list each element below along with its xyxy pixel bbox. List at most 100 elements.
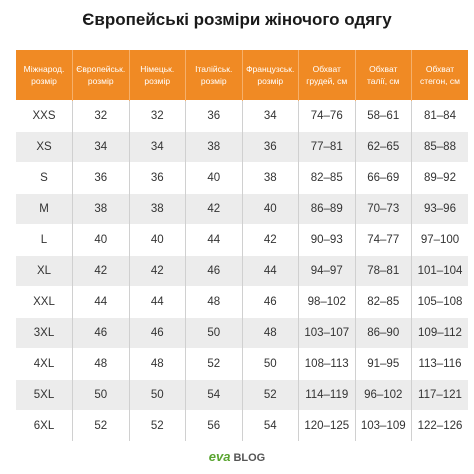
table-cell: XXS: [16, 100, 73, 132]
table-cell: 81–84: [411, 100, 468, 132]
table-cell: XL: [16, 255, 73, 287]
table-cell: 4XL: [16, 348, 73, 380]
table-row: XL 42 42 46 44 94–97 78–81 101–104: [16, 255, 468, 287]
column-header: Обхват талії, см: [354, 50, 412, 101]
table-row: 4XL 48 48 52 50 108–113 91–95 113–116: [16, 348, 468, 380]
table-cell: 52: [72, 410, 129, 441]
table-cell: XS: [16, 131, 73, 163]
table-cell: 82–85: [298, 162, 355, 194]
table-cell: 42: [185, 193, 242, 225]
table-cell: 48: [128, 348, 186, 380]
header-line: Обхват: [312, 64, 341, 74]
column-header: Італійськ. розмір: [185, 50, 242, 101]
header-line: талії, см: [366, 76, 400, 86]
table-cell: 105–108: [411, 286, 468, 318]
header-line: розмір: [87, 76, 114, 86]
table-cell: 50: [72, 379, 129, 411]
table-cell: 122–126: [411, 410, 468, 441]
table-cell: 52: [241, 379, 299, 411]
header-line: Французськ.: [246, 64, 295, 74]
footer: eva BLOG: [0, 449, 474, 464]
table-cell: 56: [185, 410, 242, 441]
table-cell: S: [16, 162, 73, 194]
table-row: 3XL 46 46 50 48 103–107 86–90 109–112: [16, 317, 468, 349]
brand: eva: [208, 449, 231, 464]
table-cell: 34: [72, 131, 129, 163]
table-cell: 40: [128, 224, 186, 256]
section: BLOG: [233, 452, 266, 464]
table-cell: M: [16, 193, 73, 225]
table-cell: 36: [241, 131, 299, 163]
header-line: Обхват: [425, 64, 455, 74]
table-cell: 40: [72, 224, 129, 256]
header-line: стегон, см: [420, 76, 460, 86]
table-cell: 54: [241, 410, 299, 441]
table-cell: 109–112: [411, 317, 468, 349]
table-cell: 42: [128, 255, 186, 287]
column-header: Обхват стегон, см: [411, 50, 468, 101]
table-row: XXS 32 32 36 34 74–76 58–61 81–84: [16, 100, 468, 132]
header-line: грудей, см: [306, 76, 348, 86]
table-cell: 66–69: [354, 162, 412, 194]
table-cell: 89–92: [411, 162, 468, 194]
header-line: розмір: [200, 76, 227, 86]
column-header: Німецьк. розмір: [128, 50, 186, 101]
table-row: S 36 36 40 38 82–85 66–69 89–92: [16, 162, 468, 194]
table-cell: 38: [128, 193, 186, 225]
header-line: Міжнарод.: [23, 64, 65, 74]
table-cell: 120–125: [298, 410, 355, 441]
table-row: XXL 44 44 48 46 98–102 82–85 105–108: [16, 286, 468, 318]
table-cell: 42: [241, 224, 299, 256]
header-line: Обхват: [369, 64, 398, 74]
table-cell: 50: [241, 348, 299, 380]
table-cell: 91–95: [354, 348, 412, 380]
table-cell: 44: [241, 255, 299, 287]
table-cell: 48: [185, 286, 242, 318]
table-row: XS 34 34 38 36 77–81 62–65 85–88: [16, 131, 468, 163]
table-cell: 32: [72, 100, 129, 132]
table-cell: 85–88: [411, 131, 468, 163]
table-cell: 94–97: [298, 255, 355, 287]
table-cell: 108–113: [298, 348, 355, 380]
table-cell: 40: [185, 162, 242, 194]
table-cell: 46: [128, 317, 186, 349]
table-cell: 36: [128, 162, 186, 194]
table-cell: 36: [185, 100, 242, 132]
table-cell: 93–96: [411, 193, 468, 225]
table-cell: 52: [185, 348, 242, 380]
table-cell: 32: [128, 100, 186, 132]
table-cell: 50: [128, 379, 186, 411]
table-cell: 46: [185, 255, 242, 287]
table-cell: 52: [128, 410, 186, 441]
table-cell: 6XL: [16, 410, 73, 441]
table-row: 6XL 52 52 56 54 120–125 103–109 122–126: [16, 410, 468, 441]
table-cell: 42: [72, 255, 129, 287]
table-cell: 44: [72, 286, 129, 318]
table-cell: 98–102: [298, 286, 355, 318]
table-cell: 38: [241, 162, 299, 194]
table-cell: 70–73: [354, 193, 412, 225]
table-cell: 97–100: [411, 224, 468, 256]
table-row: 5XL 50 50 54 52 114–119 96–102 117–121: [16, 379, 468, 411]
table-cell: 50: [185, 317, 242, 349]
table-cell: 96–102: [354, 379, 412, 411]
table-cell: 113–116: [411, 348, 468, 380]
table-row: M 38 38 42 40 86–89 70–73 93–96: [16, 193, 468, 225]
header-line: розмір: [144, 76, 171, 86]
table-cell: 48: [241, 317, 299, 349]
table-cell: 38: [72, 193, 129, 225]
table-body: XXS 32 32 36 34 74–76 58–61 81–84 XS 34 34 38 36 77–8…: [16, 100, 468, 441]
column-header: Міжнарод. розмір: [16, 50, 73, 101]
column-header: Європейськ. розмір: [72, 50, 129, 101]
table-cell: 34: [241, 100, 299, 132]
table-cell: 54: [185, 379, 242, 411]
table-cell: 103–107: [298, 317, 355, 349]
table-cell: 48: [72, 348, 129, 380]
table-cell: 46: [241, 286, 299, 318]
table-cell: 74–76: [298, 100, 355, 132]
header-line: Німецьк.: [140, 64, 175, 74]
table-cell: 114–119: [298, 379, 355, 411]
header-line: розмір: [31, 76, 57, 86]
table-cell: 86–89: [298, 193, 355, 225]
